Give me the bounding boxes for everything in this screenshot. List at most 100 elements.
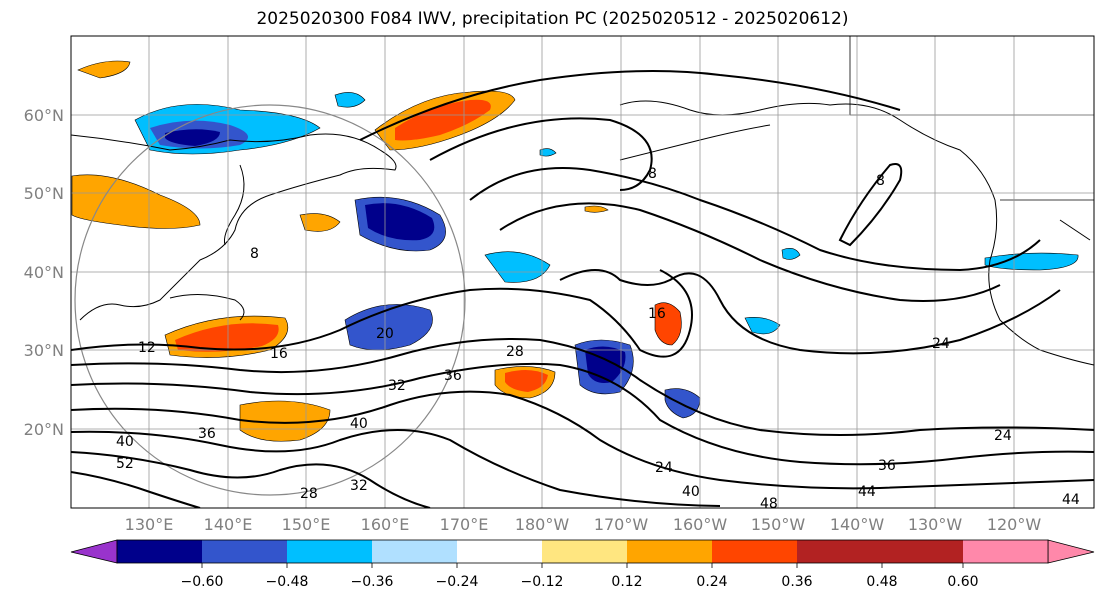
colorbar-tick-label: 0.36 [781, 574, 812, 590]
precip-positive-patch [299, 213, 341, 232]
colorbar-tick-label: −0.60 [181, 574, 224, 590]
precip-negative-patch [984, 252, 1079, 271]
lat-label: 20°N [24, 420, 64, 439]
lat-label: 50°N [24, 184, 64, 203]
iwv-contour [71, 362, 1094, 466]
contour-label: 36 [878, 458, 896, 474]
map-title: 2025020300 F084 IWV, precipitation PC (2… [256, 9, 849, 29]
iwv-contour [499, 202, 1001, 302]
precip-negative-patch [365, 203, 435, 241]
lon-label: 120°W [987, 515, 1042, 534]
contour-label: 40 [350, 416, 368, 432]
precip-positive-patch [395, 99, 491, 141]
contour-label: 24 [932, 336, 950, 352]
contour-label: 40 [116, 434, 134, 450]
colorbar-segment [287, 540, 372, 563]
colorbar-segment [117, 540, 202, 563]
contour-label: 32 [388, 378, 406, 394]
contour-label: 24 [994, 428, 1012, 444]
colorbar-tick-label: 0.12 [611, 574, 642, 590]
precip-negative-patch [539, 148, 557, 157]
contour-label: 44 [1062, 492, 1080, 508]
colorbar-segment [712, 540, 797, 563]
colorbar: −0.60 −0.48 −0.36 −0.24 −0.12 0.12 0.24 … [70, 539, 1095, 590]
iwv-contour [71, 471, 201, 508]
lon-label: 150°E [282, 515, 331, 534]
lon-label: 170°E [440, 515, 489, 534]
contour-label: 44 [858, 484, 876, 500]
coastline [169, 293, 245, 321]
contour-label: 8 [648, 166, 657, 182]
colorbar-ticks [201, 563, 964, 568]
precip-positive-patch [584, 205, 609, 213]
precip-positive-patch [175, 323, 279, 352]
iwv-contour [71, 451, 431, 508]
colorbar-segment [457, 540, 542, 563]
contour-label: 16 [648, 306, 666, 322]
lon-label: 160°W [673, 515, 728, 534]
colorbar-tick-label: −0.12 [521, 574, 564, 590]
coastline [224, 164, 245, 246]
precip-positive-patch [71, 174, 201, 229]
contour-label: 48 [760, 496, 778, 512]
contour-label: 52 [116, 456, 134, 472]
colorbar-tick-label: 0.24 [696, 574, 727, 590]
colorbar-segment [963, 540, 1048, 563]
lat-label: 60°N [24, 106, 64, 125]
lon-label: 130°W [908, 515, 963, 534]
lat-labels: 60°N 50°N 40°N 30°N 20°N [24, 106, 64, 439]
iwv-contour [838, 163, 903, 247]
precip-positive-patch [505, 369, 548, 392]
colorbar-segment [542, 540, 627, 563]
range-circle [74, 104, 466, 496]
precip-negative-patch [165, 129, 220, 146]
contour-label: 32 [350, 478, 368, 494]
colorbar-segment [372, 540, 457, 563]
contour-label: 24 [655, 460, 673, 476]
contour-label: 36 [444, 368, 462, 384]
colorbar-segment [627, 540, 712, 563]
lon-labels: 130°E 140°E 150°E 160°E 170°E 180°W 170°… [125, 515, 1042, 534]
colorbar-tick-label: −0.24 [436, 574, 479, 590]
precip-negative-patch [484, 251, 551, 283]
contour-label: 20 [376, 326, 394, 342]
precip-positive-patch [77, 60, 131, 79]
colorbar-segment [882, 540, 963, 563]
contour-label: 40 [682, 484, 700, 500]
precip-positive-patch [239, 400, 331, 442]
coastline [1059, 219, 1091, 241]
iwv-contour [71, 429, 721, 507]
lat-label: 30°N [24, 341, 64, 360]
contour-label: 36 [198, 426, 216, 442]
lat-label: 40°N [24, 263, 64, 282]
iwv-contour [71, 338, 1094, 436]
colorbar-extend-left [70, 539, 118, 564]
iwv-contour [359, 70, 901, 141]
precip-negative-patch [744, 317, 781, 335]
precip-negative-patch [664, 388, 701, 419]
colorbar-tick-label: −0.48 [266, 574, 309, 590]
contour-label: 16 [270, 346, 288, 362]
colorbar-tick-label: 0.60 [947, 574, 978, 590]
iwv-contour [71, 390, 1094, 490]
contour-label: 28 [300, 486, 318, 502]
map-frame [70, 35, 1095, 509]
contour-label: 12 [138, 340, 156, 356]
colorbar-segment [202, 540, 287, 563]
contour-label: 28 [506, 344, 524, 360]
lon-label: 130°E [125, 515, 174, 534]
lon-label: 150°W [751, 515, 806, 534]
iwv-contour [71, 269, 693, 358]
colorbar-tick-label: −0.36 [351, 574, 394, 590]
colorbar-outline [116, 539, 1049, 564]
lon-label: 140°W [830, 515, 885, 534]
colorbar-segment [797, 540, 882, 563]
iwv-contours [71, 70, 1094, 508]
precip-negative-patch [334, 92, 366, 108]
lon-label: 180°W [515, 515, 570, 534]
precip-negative-patch [781, 248, 801, 260]
colorbar-tick-label: 0.48 [866, 574, 897, 590]
iwv-contour [559, 269, 1061, 355]
contour-label: 8 [876, 173, 885, 189]
